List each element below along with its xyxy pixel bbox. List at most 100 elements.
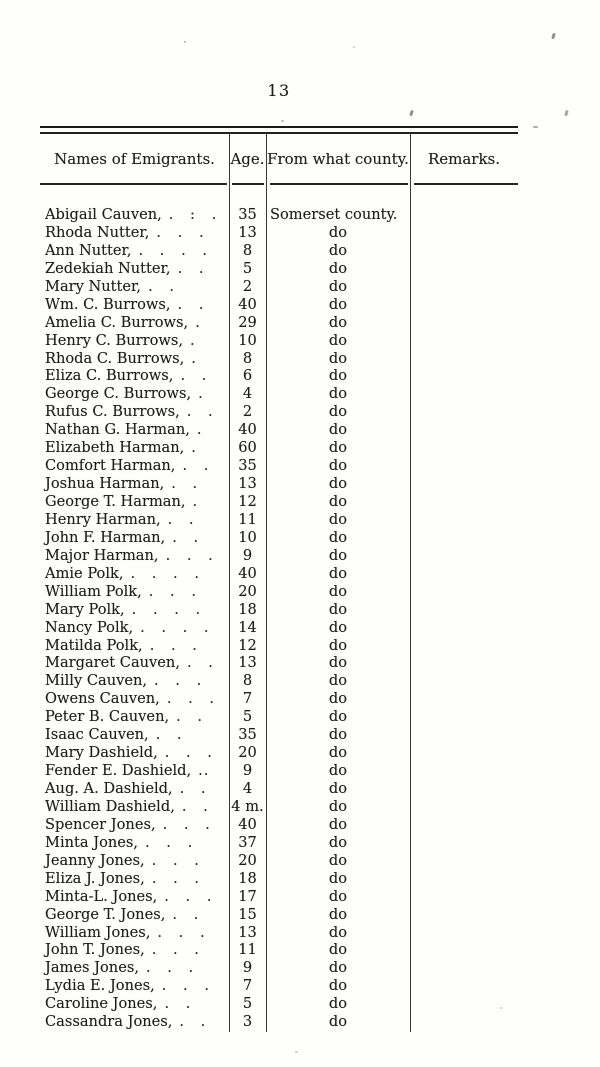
emigrant-name-cell: Comfort Harman, . . <box>40 457 229 475</box>
emigrant-name: Major Harman, <box>45 546 159 564</box>
header-separator <box>232 183 264 185</box>
emigrant-name-cell: Henry C. Burrows,. <box>40 332 229 350</box>
age-cell: 29 <box>238 313 257 331</box>
table-row: Spencer Jones, . . . 40 do <box>40 816 518 834</box>
leader-dots: . . <box>179 1013 207 1031</box>
emigrant-name-cell: George T. Harman,. <box>40 493 229 511</box>
scan-speck <box>409 109 414 117</box>
emigrant-name: William Dashield, <box>45 797 175 815</box>
leader-dots: . . . <box>161 977 210 995</box>
table-row: George T. Jones, . . 15 do <box>40 906 518 924</box>
page-number: 13 <box>267 81 291 100</box>
leader-dots: . . <box>148 277 175 295</box>
remarks-cell <box>410 314 518 332</box>
remarks-cell <box>410 816 518 834</box>
table-row: Henry Harman, . . 11 do <box>40 511 518 529</box>
leader-dots: . . <box>171 475 199 493</box>
leader-dots: . <box>191 439 197 457</box>
emigrant-name-cell: John T. Jones, . . . <box>40 941 229 959</box>
remarks-cell <box>410 206 518 224</box>
table-row: Eliza J. Jones, . . . 18 do <box>40 870 518 888</box>
emigrant-name-cell: Nancy Polk, . . . . <box>40 619 229 637</box>
county-cell: do <box>328 672 348 690</box>
emigrant-name-cell: Eliza J. Jones, . . . <box>40 870 229 888</box>
emigrant-name-cell: Rhoda Nutter, . . . <box>40 224 229 242</box>
emigrant-name-cell: William Jones, . . . <box>40 924 229 942</box>
scan-speck <box>353 46 355 48</box>
age-cell: 40 <box>238 295 257 313</box>
county-cell: do <box>328 995 348 1013</box>
age-cell: 8 <box>242 349 253 367</box>
remarks-cell <box>410 888 518 906</box>
age-cell: 18 <box>238 600 257 618</box>
leader-dots: . . . <box>151 851 200 869</box>
county-cell: do <box>328 564 348 582</box>
table-row: Ann Nutter, . . . . 8 do <box>40 242 518 260</box>
remarks-cell <box>410 780 518 798</box>
emigrant-name: George T. Harman, <box>45 493 186 510</box>
table-row: Amelia C. Burrows,. 29 do <box>40 314 518 332</box>
leader-dots: . . . <box>162 815 211 833</box>
county-cell: do <box>328 636 348 654</box>
leader-dots: . . . <box>166 690 216 708</box>
county-cell: do <box>328 295 348 313</box>
leader-dots: . . . . <box>131 600 202 618</box>
emigrants-table: Names of Emigrants. Age. From what count… <box>40 126 518 1036</box>
emigrant-name-cell: Wm. C. Burrows, . . <box>40 296 229 314</box>
remarks-cell <box>410 457 518 475</box>
emigrant-name-cell: Milly Cauven, . . . <box>40 672 229 690</box>
emigrant-name: Nathan G. Harman, <box>45 421 190 439</box>
table-row: Cassandra Jones, . . 3 do <box>40 1013 518 1031</box>
leader-dots: . . . <box>157 923 206 941</box>
age-cell: 20 <box>238 744 257 762</box>
leader-dots: . <box>195 313 201 331</box>
col-header-county: From what county. <box>267 150 409 168</box>
leader-dots: . . . <box>145 833 194 851</box>
emigrant-name: Milly Cauven, <box>45 672 148 690</box>
leader-dots: . . . . <box>130 564 200 582</box>
county-cell: do <box>328 618 348 636</box>
age-cell: 37 <box>238 833 257 851</box>
county-cell: do <box>328 331 348 349</box>
remarks-cell <box>410 493 518 511</box>
table-top-rule-inner <box>40 132 518 134</box>
emigrant-name: James Jones, <box>45 959 139 977</box>
emigrant-name: Amelia C. Burrows, <box>45 313 189 331</box>
table-row: Nathan G. Harman,. 40 do <box>40 421 518 439</box>
table-row: John F. Harman, . . 10 do <box>40 529 518 547</box>
emigrant-name-cell: Henry Harman, . . <box>40 511 229 529</box>
emigrant-name: Caroline Jones, <box>45 995 158 1013</box>
emigrant-name-cell: Joshua Harman, . . <box>40 475 229 493</box>
emigrant-name: John F. Harman, <box>45 528 166 546</box>
county-cell: do <box>328 546 348 564</box>
leader-dots: . <box>191 349 197 367</box>
leader-dots: . . <box>181 797 209 815</box>
table-row: Lydia E. Jones, . . . 7 do <box>40 977 518 995</box>
remarks-cell <box>410 224 518 242</box>
table-row: William Dashield, . . 4 m. do <box>40 798 518 816</box>
remarks-cell <box>410 977 518 995</box>
county-cell: do <box>328 313 348 331</box>
remarks-cell <box>410 332 518 350</box>
remarks-cell <box>410 762 518 780</box>
emigrant-name: Mary Nutter, <box>45 277 142 295</box>
age-cell: 8 <box>242 672 253 690</box>
emigrant-name: Rufus C. Burrows, <box>45 403 180 421</box>
county-cell: do <box>328 367 348 385</box>
leader-dots: . . <box>177 295 205 313</box>
remarks-cell <box>410 367 518 385</box>
leader-dots: . . . <box>156 223 205 241</box>
table-row: Joshua Harman, . . 13 do <box>40 475 518 493</box>
emigrant-name-cell: George T. Jones, . . <box>40 906 229 924</box>
column-divider <box>266 134 268 1032</box>
emigrant-name-cell: Cassandra Jones, . . <box>40 1013 229 1031</box>
age-cell: 35 <box>238 206 257 223</box>
emigrant-name-cell: Minta Jones, . . . <box>40 834 229 852</box>
emigrant-name-cell: Caroline Jones, . . <box>40 995 229 1013</box>
age-cell: 40 <box>238 421 257 439</box>
remarks-cell <box>410 959 518 977</box>
county-cell: do <box>328 780 348 797</box>
county-cell: do <box>328 708 348 726</box>
county-cell: do <box>328 959 348 977</box>
leader-dots: . . . . <box>140 618 210 636</box>
